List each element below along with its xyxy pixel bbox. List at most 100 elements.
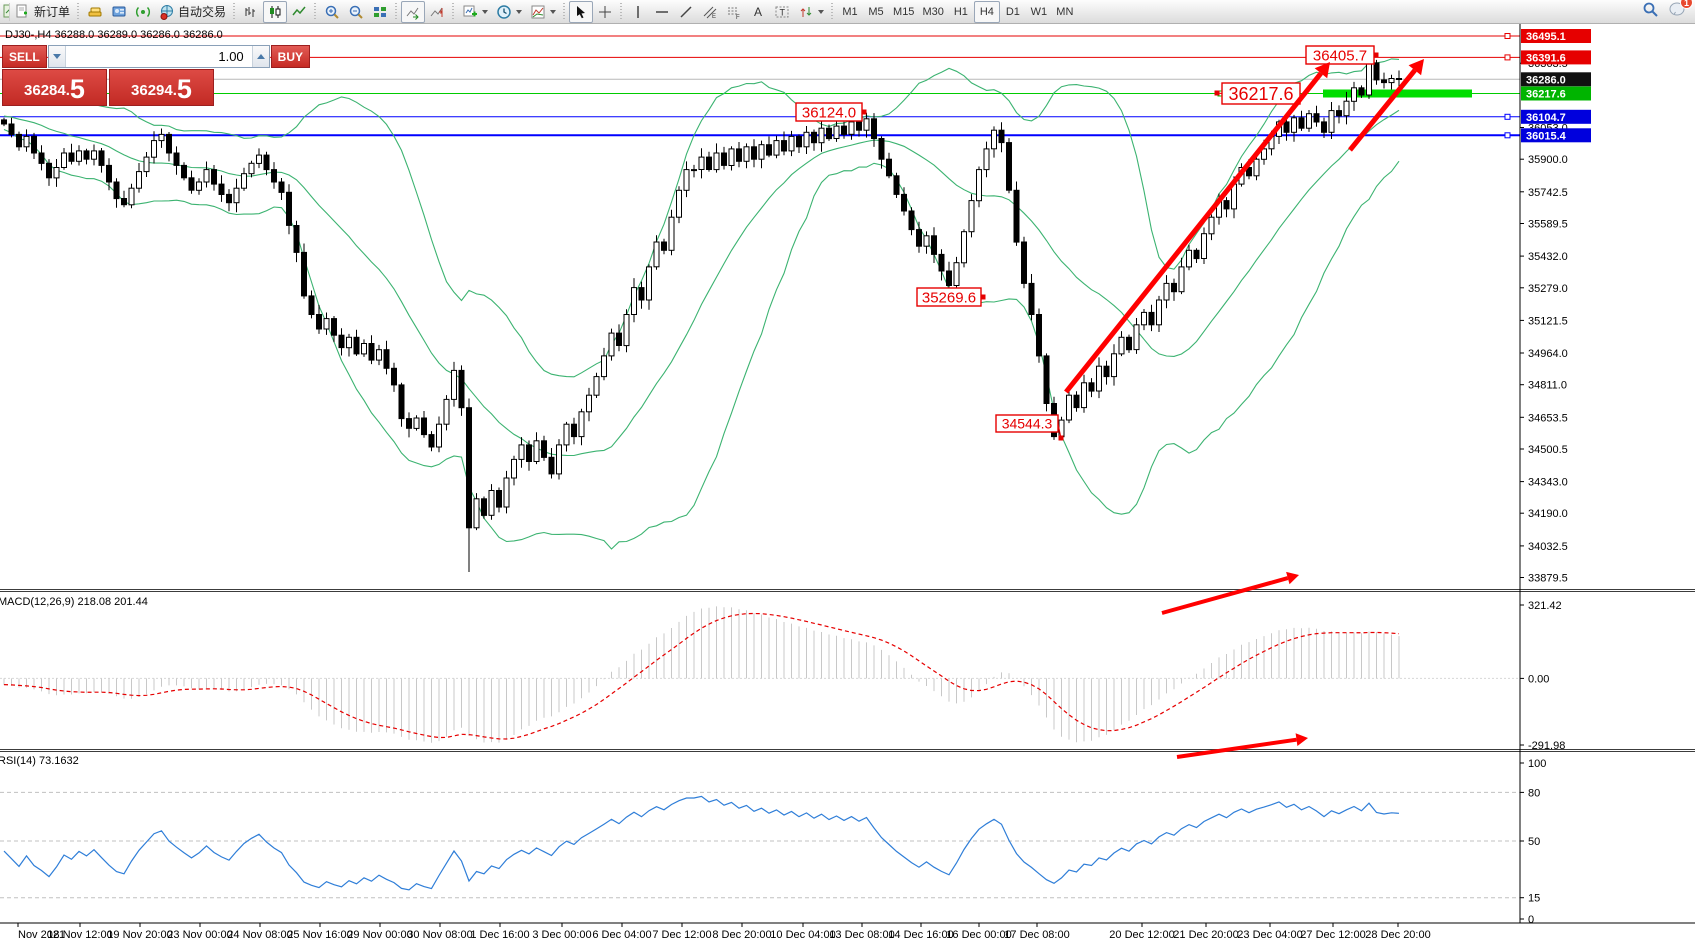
trend-arrow[interactable] — [1348, 59, 1424, 152]
signal-icon — [136, 6, 150, 17]
fibonacci-icon: F — [728, 7, 740, 20]
trend-arrow[interactable] — [1176, 733, 1308, 759]
chevron-down-icon — [516, 9, 523, 14]
svg-text:19 Nov 20:00: 19 Nov 20:00 — [107, 929, 172, 941]
fibonacci-tool-button[interactable]: F — [722, 1, 746, 23]
sell-price-display[interactable]: 36284. 5 — [2, 69, 107, 106]
signals-button[interactable] — [131, 1, 155, 23]
text-label-tool-button[interactable]: T — [770, 1, 794, 23]
svg-text:36286.0: 36286.0 — [1526, 74, 1566, 86]
timeframe-MN[interactable]: MN — [1052, 1, 1078, 23]
svg-text:34811.0: 34811.0 — [1528, 380, 1567, 392]
volume-increase-button[interactable] — [251, 46, 269, 67]
svg-text:36124.0: 36124.0 — [802, 104, 856, 121]
timeframe-W1[interactable]: W1 — [1026, 1, 1052, 23]
zoom-in-button[interactable] — [320, 1, 344, 23]
line-chart-mode-button[interactable] — [287, 1, 311, 23]
notifications-icon[interactable]: 1 — [1669, 0, 1693, 22]
new-chart-icon — [463, 5, 478, 16]
svg-text:14 Dec 16:00: 14 Dec 16:00 — [888, 929, 953, 941]
buy-price-display[interactable]: 36294. 5 — [109, 69, 214, 106]
buy-price-int: 36294. — [131, 82, 177, 99]
timeframe-D1[interactable]: D1 — [1000, 1, 1026, 23]
crosshair-tool-button[interactable] — [593, 1, 617, 23]
equidistant-channel-tool-button[interactable]: E — [698, 1, 722, 23]
svg-text:23 Nov 00:00: 23 Nov 00:00 — [167, 929, 232, 941]
arrows-tool-button[interactable] — [794, 1, 828, 23]
autotrading-label: 自动交易 — [178, 5, 227, 19]
price-annotation-35269.6[interactable]: 35269.6 — [916, 287, 986, 307]
timeframe-H4[interactable]: H4 — [973, 0, 1000, 23]
chart-title: DJ30-,H4 36288.0 36289.0 36286.0 36286.0 — [5, 29, 223, 41]
svg-text:100: 100 — [1528, 758, 1546, 770]
svg-text:E: E — [712, 14, 716, 20]
svg-text:T: T — [780, 7, 786, 17]
indicators-button[interactable] — [526, 1, 560, 23]
line-handle[interactable] — [1504, 54, 1511, 61]
chevron-down-icon — [52, 54, 61, 59]
deposit-button[interactable] — [83, 1, 107, 23]
line-handle[interactable] — [1504, 132, 1511, 139]
autoscroll-button[interactable] — [401, 0, 426, 23]
autoscroll-icon — [406, 7, 419, 20]
svg-text:16 Dec 00:00: 16 Dec 00:00 — [946, 929, 1011, 941]
price-annotation-36405.7[interactable]: 36405.7 — [1305, 45, 1379, 65]
buy-button[interactable]: BUY — [270, 45, 311, 68]
autotrading-icon — [160, 4, 174, 20]
svg-text:30 Nov 08:00: 30 Nov 08:00 — [407, 929, 472, 941]
new-order-button[interactable]: 新订单 — [11, 1, 74, 23]
timeframe-H1[interactable]: H1 — [948, 1, 974, 23]
svg-text:Nov 2021: Nov 2021 — [18, 929, 65, 941]
chevron-up-icon — [256, 54, 265, 59]
trend-arrow[interactable] — [1161, 571, 1299, 615]
svg-text:35589.5: 35589.5 — [1528, 218, 1568, 230]
svg-text:28 Dec 20:00: 28 Dec 20:00 — [1365, 929, 1430, 941]
search-icon[interactable] — [1642, 1, 1659, 23]
metaeditor-button[interactable] — [107, 1, 131, 23]
timeframe-M30[interactable]: M30 — [918, 1, 947, 23]
price-annotation-34544.3[interactable]: 34544.3 — [995, 414, 1064, 441]
horizontal-line-tool-button[interactable] — [650, 1, 674, 23]
chart-window[interactable]: 36405.736217.636124.035269.634544.336363… — [0, 24, 1695, 943]
cursor-tool-button[interactable] — [569, 0, 594, 23]
toolbar: 新订单 自动交易 — [0, 0, 1695, 24]
new-chart-button[interactable] — [458, 1, 492, 23]
volume-input[interactable] — [65, 46, 252, 67]
bar-chart-mode-button[interactable] — [239, 1, 263, 23]
bollinger-bands — [3, 58, 1400, 550]
autotrading-button[interactable]: 自动交易 — [155, 1, 230, 23]
candlestick-mode-button[interactable] — [263, 0, 288, 23]
tile-windows-button[interactable] — [368, 1, 392, 23]
timeframe-M15[interactable]: M15 — [889, 1, 918, 23]
sell-price-int: 36284. — [24, 82, 70, 99]
line-handle[interactable] — [1504, 113, 1511, 120]
line-handle[interactable] — [1504, 33, 1511, 39]
svg-text:35269.6: 35269.6 — [922, 289, 976, 306]
sell-button[interactable]: SELL — [2, 45, 47, 68]
svg-text:20 Dec 12:00: 20 Dec 12:00 — [1109, 929, 1174, 941]
svg-text:-291.98: -291.98 — [1528, 740, 1565, 752]
toolbar-handle — [313, 2, 319, 21]
svg-text:36217.6: 36217.6 — [1228, 84, 1293, 104]
svg-text:50: 50 — [1528, 836, 1540, 848]
vertical-line-tool-button[interactable] — [626, 1, 650, 23]
zoom-out-button[interactable] — [344, 1, 368, 23]
trendline-tool-button[interactable] — [674, 1, 698, 23]
toolbar-handle — [562, 2, 568, 21]
sell-price-frac: 5 — [69, 74, 85, 104]
volume-decrease-button[interactable] — [48, 46, 66, 67]
svg-text:36015.4: 36015.4 — [1526, 130, 1567, 142]
timeframe-M1[interactable]: M1 — [837, 1, 863, 23]
chart-shift-button[interactable] — [425, 1, 449, 23]
text-tool-button[interactable]: A — [746, 1, 770, 23]
text-label-icon: T — [775, 6, 789, 17]
svg-text:34544.3: 34544.3 — [1002, 416, 1053, 432]
bar-chart-icon — [245, 6, 256, 17]
price-annotation-36217.6[interactable]: 36217.6 — [1214, 82, 1301, 105]
trend-arrow[interactable] — [1064, 62, 1330, 394]
chart-canvas[interactable]: 36405.736217.636124.035269.634544.336363… — [0, 24, 1695, 943]
timeframe-M5[interactable]: M5 — [863, 1, 889, 23]
periods-button[interactable] — [492, 1, 526, 23]
price-annotation-36124.0[interactable]: 36124.0 — [795, 102, 867, 122]
